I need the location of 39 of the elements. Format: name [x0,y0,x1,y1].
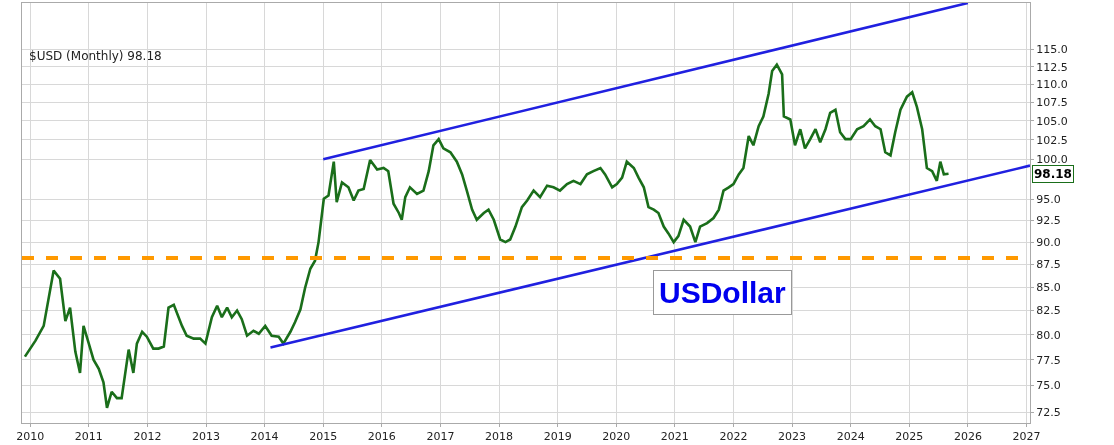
x-tick-label: 2011 [74,430,103,444]
x-tick-label: 2013 [192,430,221,444]
y-tick-label: 72.5 [1036,405,1061,419]
y-tick-label: 82.5 [1036,304,1061,318]
y-tick-label: 112.5 [1036,60,1068,74]
x-tick-label: 2015 [309,430,338,444]
x-tick-label: 2020 [602,430,631,444]
y-tick-label: 80.0 [1036,328,1061,342]
x-tick-label: 2022 [719,430,748,444]
annotation: 98.18 [1034,167,1072,181]
y-tick-label: 90.0 [1036,235,1061,249]
x-tick-label: 2012 [133,430,162,444]
annotation: USDollar [659,276,787,309]
x-tick-label: 2017 [426,430,455,444]
y-tick-label: 110.0 [1036,78,1068,92]
y-tick-label: 100.0 [1036,153,1068,167]
y-tick-label: 107.5 [1036,96,1068,110]
line-series [23,63,950,410]
x-tick-label: 2023 [778,430,807,444]
x-tick-label: 2019 [543,430,572,444]
x-tick-label: 2026 [953,430,982,444]
y-tick-label: 115.0 [1036,43,1068,57]
y-tick-label: 95.0 [1036,193,1061,207]
x-tick-label: 2016 [367,430,396,444]
x-tick-label: 2024 [836,430,865,444]
y-tick-label: 85.0 [1036,280,1061,294]
x-tick-label: 2027 [1012,430,1041,444]
y-tick-label: 77.5 [1036,353,1061,367]
y-tick-label: 87.5 [1036,258,1061,272]
y-tick-label: 102.5 [1036,133,1068,147]
y-tick-label: 105.0 [1036,114,1068,128]
x-tick-label: 2021 [660,430,689,444]
x-tick-label: 2025 [895,430,924,444]
y-tick-label: 75.0 [1036,379,1061,393]
x-tick-label: 2010 [16,430,45,444]
y-tick-label: 92.5 [1036,214,1061,228]
x-tick-label: 2014 [250,430,279,444]
annotation: $USD (Monthly) 98.18 [29,49,162,63]
x-tick-label: 2018 [485,430,514,444]
